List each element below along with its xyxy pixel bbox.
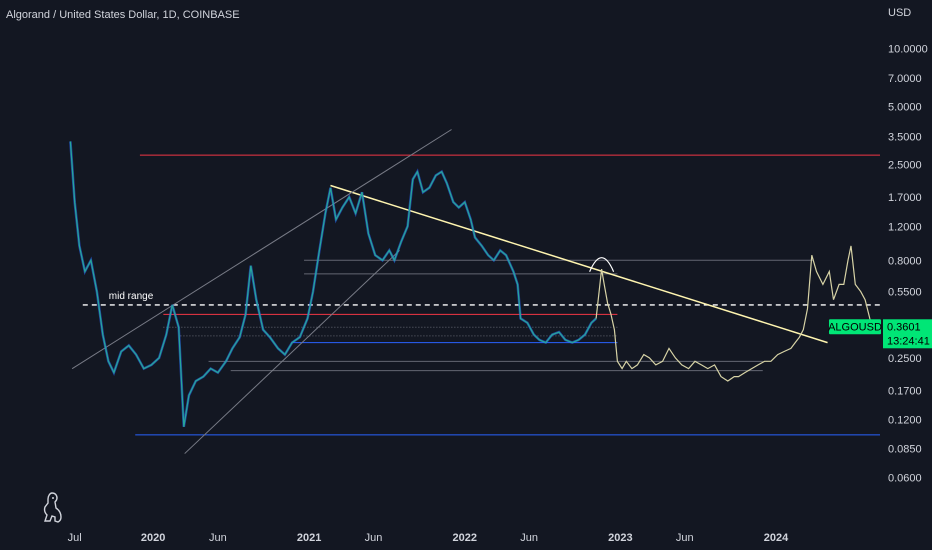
y-tick-label: 1.7000 (888, 192, 922, 204)
price-axis: 10.0000 7.0000 5.0000 3.5000 2.5000 1.7000 1.2… (888, 43, 928, 484)
currency-label: USD (888, 7, 911, 19)
time-axis: Jul 2020 Jun 2021 Jun 2022 Jun 2023 Jun 2024 (68, 532, 789, 544)
y-tick-label: 0.5500 (888, 287, 922, 299)
trend-line-0 (330, 184, 828, 344)
price-tag-value: 0.3601 (887, 321, 921, 333)
y-tick-label: 0.0850 (888, 443, 922, 455)
top-arc (589, 257, 615, 272)
annotations (589, 257, 615, 272)
x-tick-label: 2022 (453, 532, 477, 544)
x-tick-label: Jul (68, 532, 82, 544)
price-tag-countdown: 13:24:41 (887, 335, 930, 347)
symbol-tag-box (829, 319, 881, 335)
tradingview-logo-icon (43, 492, 62, 523)
y-tick-label: 3.5000 (888, 131, 922, 143)
x-tick-label: 2020 (141, 532, 165, 544)
x-tick-label: 2023 (608, 532, 632, 544)
symbol-tag-label: ALGOUSD (828, 321, 882, 333)
trend-line-2 (184, 250, 400, 454)
trend-lines (71, 129, 828, 454)
price-series (69, 141, 875, 428)
price-tag-box (883, 319, 932, 349)
current-price-tag: ALGOUSD 0.3601 13:24:41 (828, 319, 932, 349)
y-tick-label: 0.0600 (888, 473, 922, 485)
trend-line-1 (71, 129, 452, 370)
x-tick-label: Jun (365, 532, 383, 544)
y-tick-label: 0.1200 (888, 415, 922, 427)
x-tick-label: 2024 (764, 532, 789, 544)
y-tick-label: 0.8000 (888, 255, 922, 267)
y-tick-label: 0.2500 (888, 353, 922, 365)
horizontal-levels: mid range (82, 154, 880, 436)
x-tick-label: Jun (209, 532, 227, 544)
series-line-1 (595, 245, 875, 382)
y-tick-label: 1.2000 (888, 221, 922, 233)
y-tick-label: 2.5000 (888, 160, 922, 172)
x-tick-label: Jun (520, 532, 538, 544)
y-tick-label: 0.1700 (888, 385, 922, 397)
x-tick-label: Jun (676, 532, 694, 544)
y-tick-label: 7.0000 (888, 73, 922, 85)
y-tick-label: 5.0000 (888, 101, 922, 113)
level-label-2: mid range (109, 291, 154, 302)
y-tick-label: 10.0000 (888, 43, 928, 55)
x-tick-label: 2021 (297, 532, 321, 544)
chart-title: Algorand / United States Dollar, 1D, COI… (6, 9, 240, 21)
series-line-0 (69, 141, 597, 427)
